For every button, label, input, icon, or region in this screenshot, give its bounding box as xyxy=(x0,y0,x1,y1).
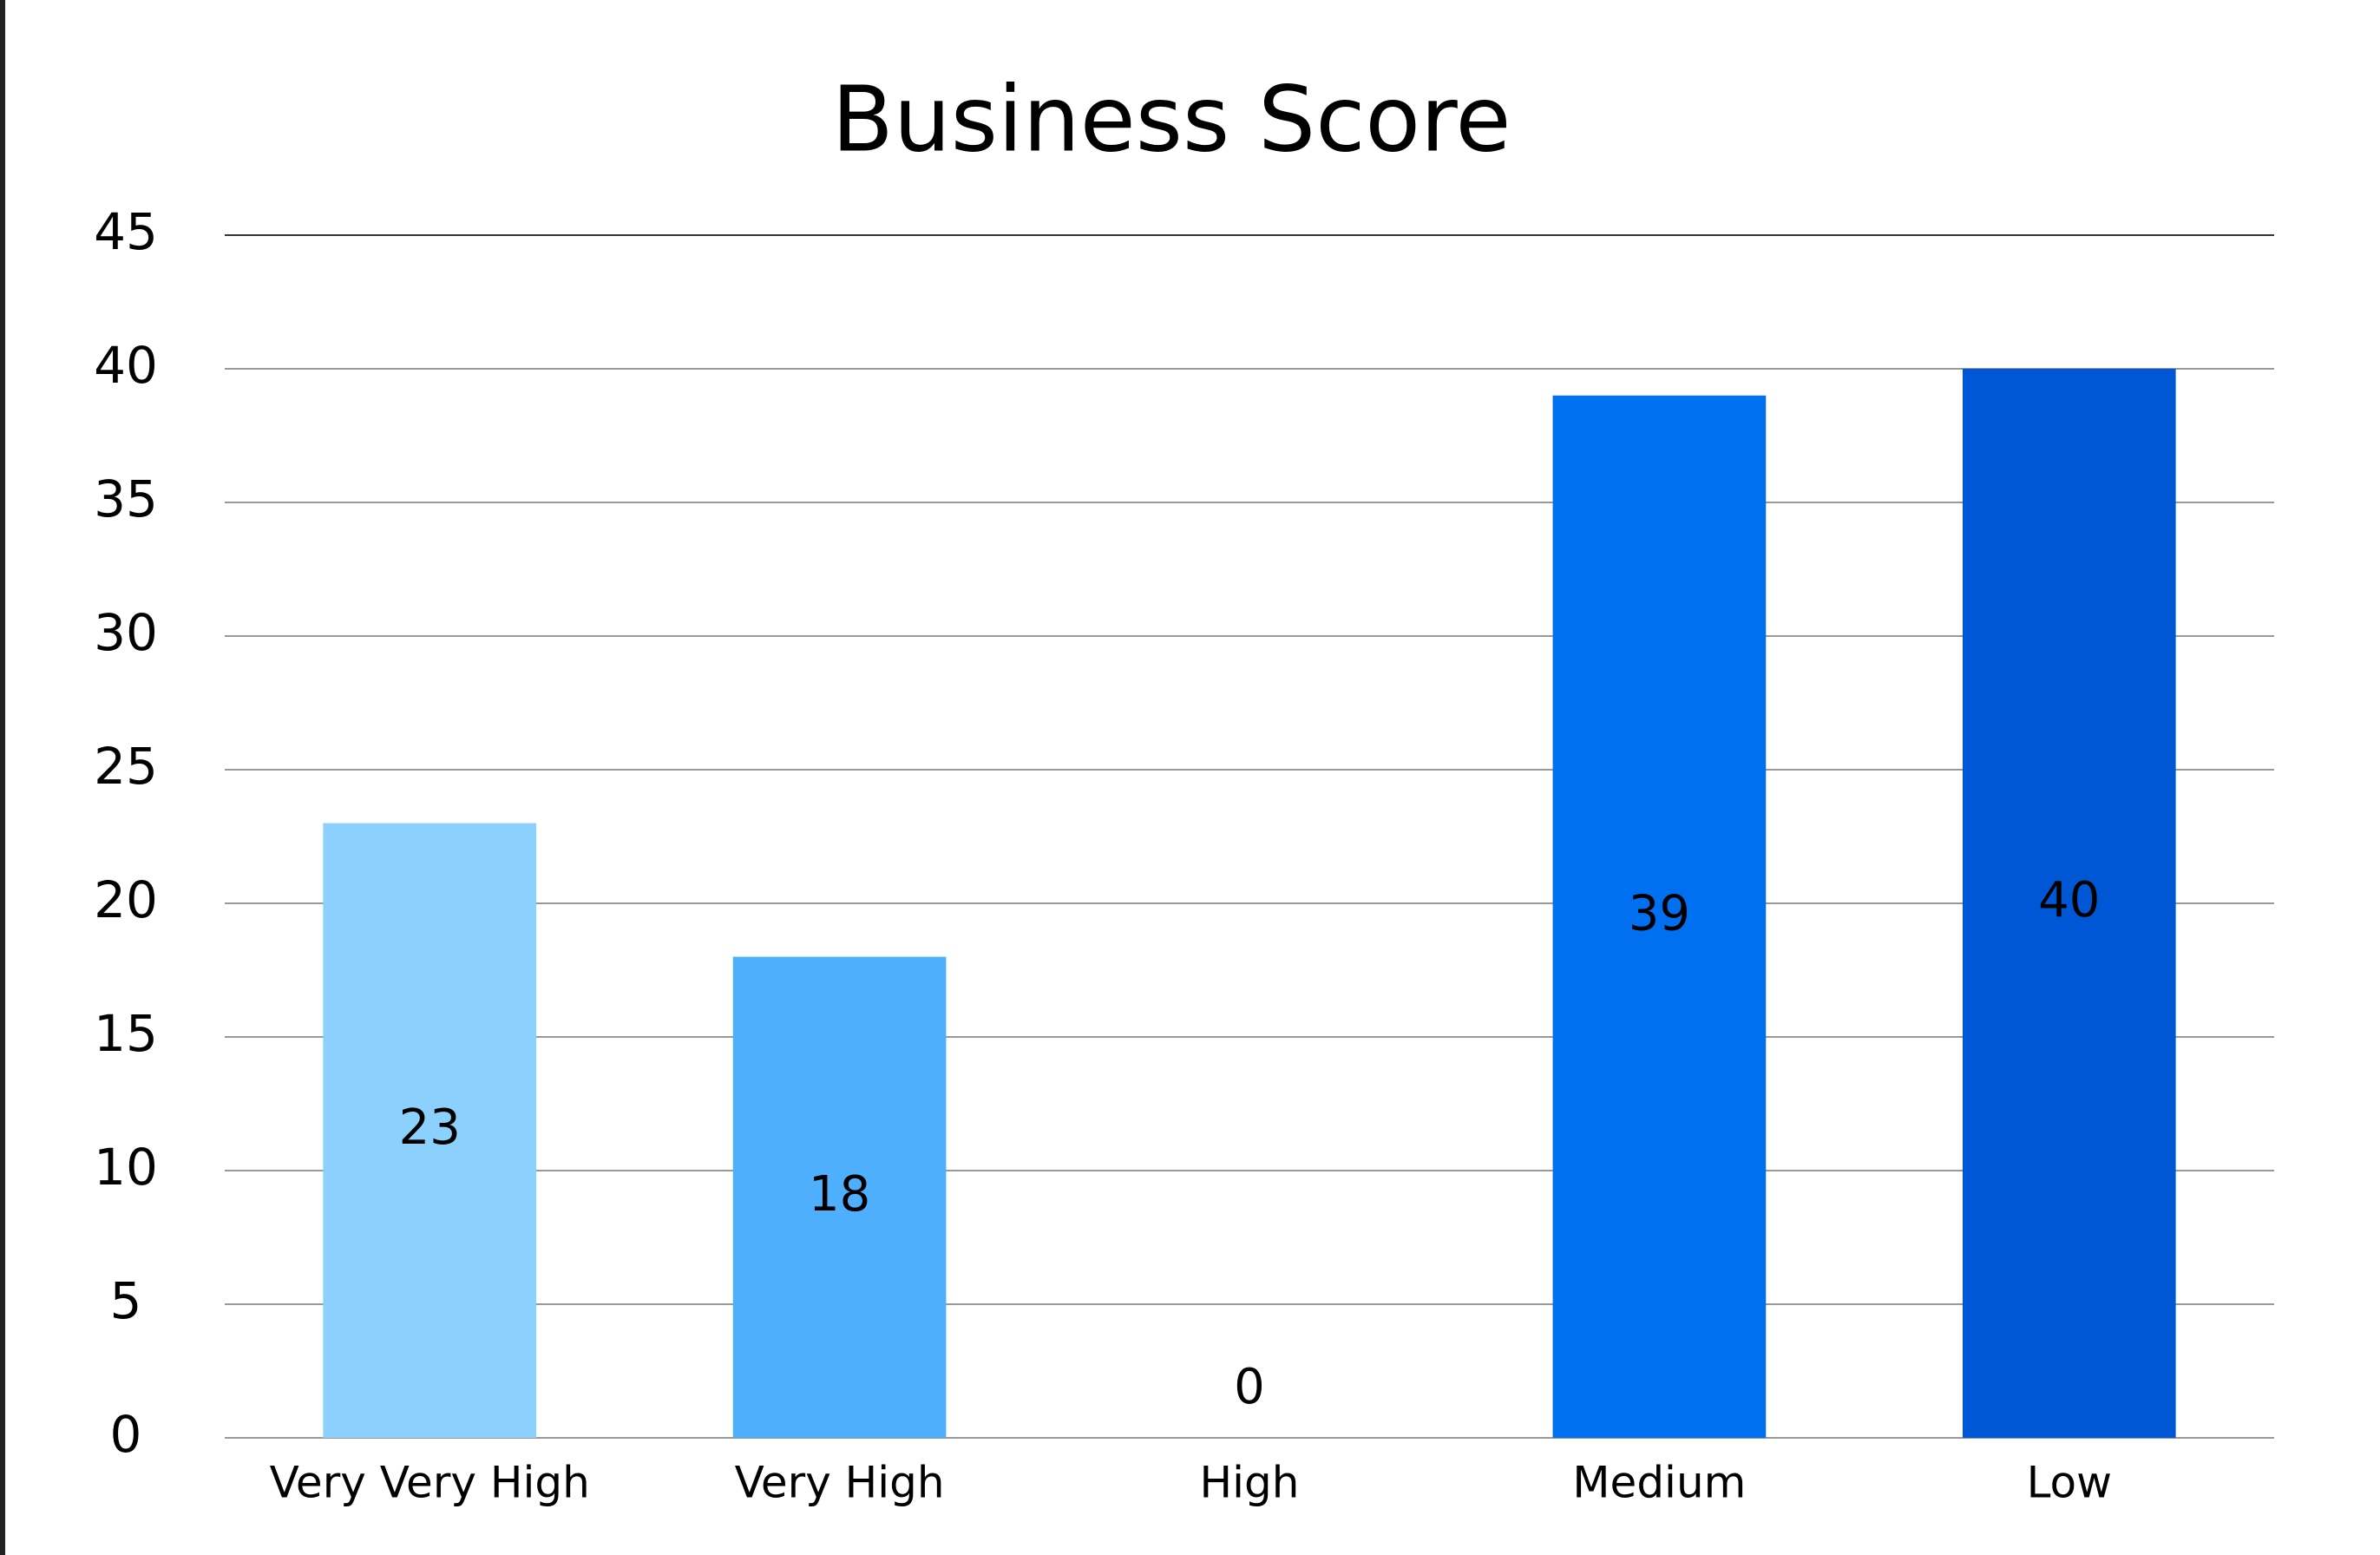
value-label: 0 xyxy=(1234,1359,1265,1415)
y-tick-label: 25 xyxy=(94,737,158,796)
value-label: 40 xyxy=(2038,872,2100,928)
chart-title: Business Score xyxy=(832,66,1511,172)
y-tick-label: 0 xyxy=(110,1405,142,1464)
y-tick-label: 35 xyxy=(94,469,158,528)
bar xyxy=(732,956,947,1438)
bar xyxy=(1962,369,2176,1438)
value-label: 23 xyxy=(399,1099,461,1156)
y-tick-label: 5 xyxy=(110,1271,142,1330)
y-tick-label: 40 xyxy=(94,336,158,395)
x-tick-label: Low xyxy=(2027,1458,2112,1508)
y-tick-label: 10 xyxy=(94,1138,158,1197)
bar xyxy=(323,823,537,1438)
frame-edge xyxy=(0,0,5,1555)
x-tick-label: Very High xyxy=(735,1458,945,1508)
y-tick-label: 30 xyxy=(94,603,158,662)
x-tick-label: High xyxy=(1200,1458,1300,1508)
bar xyxy=(1552,395,1767,1438)
x-tick-label: Medium xyxy=(1572,1458,1746,1508)
value-label: 18 xyxy=(809,1166,870,1223)
value-label: 39 xyxy=(1629,886,1690,942)
x-tick-label: Very Very High xyxy=(270,1458,590,1508)
y-tick-label: 45 xyxy=(94,202,158,261)
y-tick-label: 20 xyxy=(94,870,158,929)
y-tick-label: 15 xyxy=(94,1004,158,1063)
